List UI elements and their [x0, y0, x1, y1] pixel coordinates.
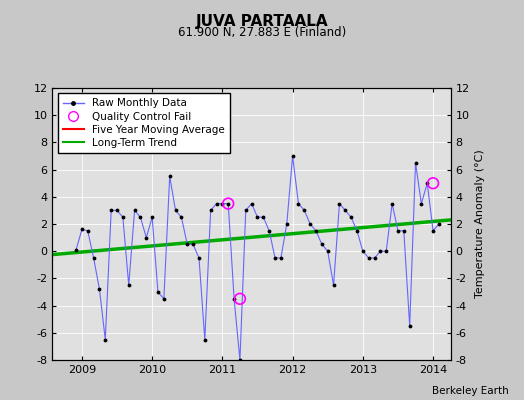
Point: [429, 180, 437, 186]
Y-axis label: Temperature Anomaly (°C): Temperature Anomaly (°C): [475, 150, 485, 298]
Text: 61.900 N, 27.883 E (Finland): 61.900 N, 27.883 E (Finland): [178, 26, 346, 39]
Legend: Raw Monthly Data, Quality Control Fail, Five Year Moving Average, Long-Term Tren: Raw Monthly Data, Quality Control Fail, …: [58, 93, 230, 153]
Text: Berkeley Earth: Berkeley Earth: [432, 386, 508, 396]
Point: [224, 200, 232, 207]
Text: JUVA PARTAALA: JUVA PARTAALA: [195, 14, 329, 29]
Point: [236, 296, 244, 302]
